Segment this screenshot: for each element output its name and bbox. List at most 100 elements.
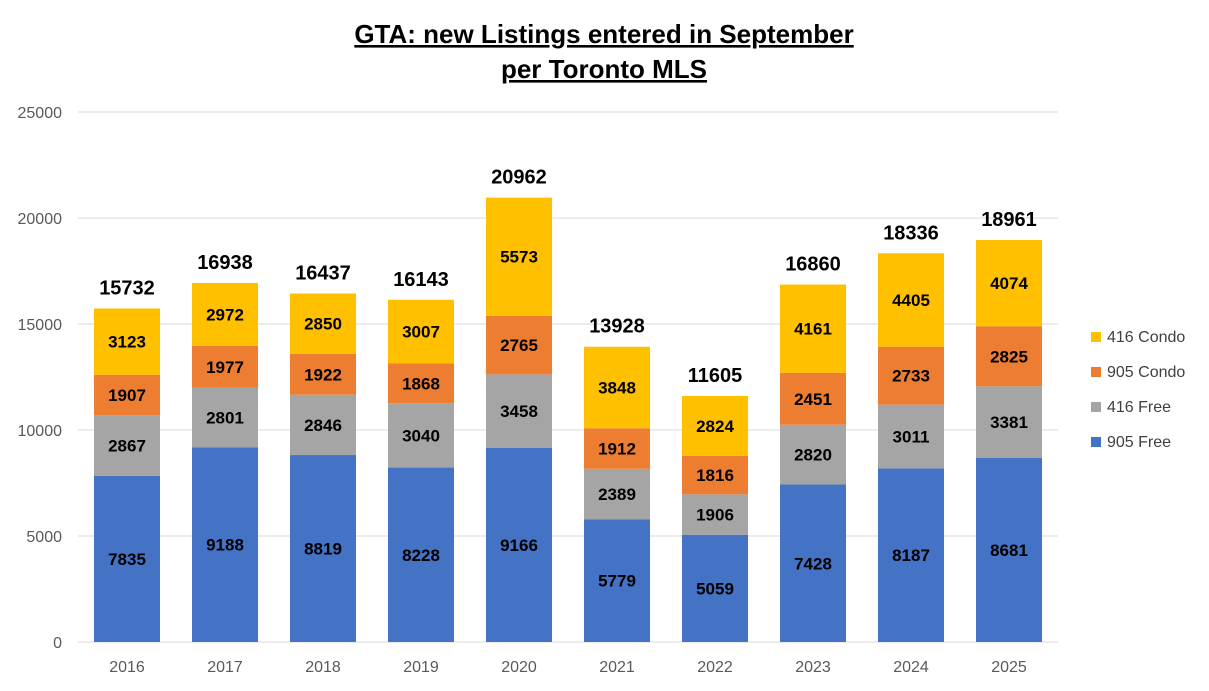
bar-segment <box>290 353 356 395</box>
bar-segment <box>976 457 1042 642</box>
bar-segment <box>976 326 1042 387</box>
data-label: 8681 <box>990 541 1028 560</box>
bar-stack-2025: 8681 3381 2825 4074 18961 <box>976 209 1042 642</box>
data-label: 3381 <box>990 413 1028 432</box>
data-label: 5573 <box>500 248 538 267</box>
y-tick-label: 25000 <box>18 105 63 122</box>
total-label: 16860 <box>785 254 841 276</box>
data-label: 3040 <box>402 426 440 445</box>
data-label: 4074 <box>990 274 1028 293</box>
data-label: 3011 <box>893 428 930 447</box>
data-label: 5779 <box>598 572 636 591</box>
bar-segment <box>682 534 748 642</box>
bar-segment <box>878 346 944 405</box>
total-label: 20962 <box>491 167 547 189</box>
data-label: 2972 <box>206 305 244 324</box>
data-label: 2850 <box>304 315 342 334</box>
data-label: 7835 <box>108 550 146 569</box>
total-label: 18961 <box>981 209 1037 231</box>
bar-segment <box>94 415 160 476</box>
bar-stack-2020: 9166 3458 2765 5573 20962 <box>486 167 552 642</box>
bar-segment <box>388 363 454 404</box>
data-label: 2820 <box>794 446 832 465</box>
bar-segment <box>486 374 552 448</box>
legend-swatch <box>1091 367 1101 377</box>
bar-stack-2021: 5779 2389 1912 3848 13928 <box>584 316 650 642</box>
bar-segment <box>94 374 160 416</box>
bar-stack-2016: 7835 2867 1907 3123 15732 <box>94 277 160 642</box>
bar-segment <box>780 372 846 425</box>
total-label: 11605 <box>688 365 743 387</box>
bar-stack-2019: 8228 3040 1868 3007 16143 <box>388 269 454 642</box>
bar-segment <box>878 404 944 469</box>
data-label: 3123 <box>108 333 146 352</box>
bar-segment <box>94 475 160 642</box>
data-label: 8187 <box>892 546 930 565</box>
y-tick-label: 0 <box>53 635 62 652</box>
bar-segment <box>192 282 258 346</box>
bar-segment <box>584 519 650 642</box>
data-label: 2824 <box>696 417 734 436</box>
bar-segment <box>682 494 748 535</box>
bar-segment <box>780 284 846 373</box>
bar-segment <box>486 197 552 316</box>
data-label: 1907 <box>108 386 146 405</box>
y-tick-label: 20000 <box>18 211 63 228</box>
bar-segment <box>584 428 650 469</box>
data-label: 4161 <box>794 320 832 339</box>
bar-segment <box>388 403 454 468</box>
bar-segment <box>94 308 160 375</box>
bars: 7835 2867 1907 3123 15732 9188 2801 1977 2972 169… <box>94 167 1042 642</box>
y-axis-ticks: 0 5000 10000 15000 20000 25000 <box>18 105 63 652</box>
x-tick-label: 2019 <box>403 659 439 676</box>
data-label: 3848 <box>598 379 636 398</box>
bar-segment <box>780 484 846 642</box>
bar-stack-2024: 8187 3011 2733 4405 18336 <box>878 222 944 642</box>
legend-entry: 416 Condo <box>1107 329 1185 346</box>
bar-stack-2018: 8819 2846 1922 2850 16437 <box>290 263 356 642</box>
legend: 416 Condo 905 Condo 416 Free 905 Free <box>1091 329 1185 451</box>
data-label: 2733 <box>892 367 930 386</box>
data-label: 2451 <box>794 390 832 409</box>
data-label: 2765 <box>500 336 538 355</box>
data-label: 1912 <box>598 440 636 459</box>
x-tick-label: 2023 <box>795 659 831 676</box>
bar-segment <box>290 394 356 456</box>
data-label: 1868 <box>402 374 440 393</box>
bar-segment <box>584 346 650 429</box>
y-tick-label: 10000 <box>18 423 63 440</box>
bar-segment <box>682 455 748 495</box>
total-label: 16437 <box>295 263 351 285</box>
data-label: 1922 <box>304 365 342 384</box>
bar-segment <box>388 467 454 642</box>
x-tick-label: 2018 <box>305 659 341 676</box>
bar-segment <box>290 293 356 354</box>
data-label: 8228 <box>402 546 440 565</box>
x-axis-ticks: 2016 2017 2018 2019 2020 2021 2022 2023 2024 2025 <box>109 659 1027 676</box>
legend-entry: 905 Condo <box>1107 364 1185 381</box>
bar-segment <box>878 253 944 347</box>
chart-title: GTA: new Listings entered in September <box>354 19 853 49</box>
bar-segment <box>780 424 846 485</box>
bar-segment <box>486 447 552 642</box>
bar-segment <box>878 468 944 642</box>
bar-segment <box>486 315 552 375</box>
legend-swatch <box>1091 437 1101 447</box>
bar-segment <box>976 240 1042 327</box>
bar-segment <box>290 455 356 642</box>
data-label: 7428 <box>794 554 832 573</box>
data-label: 8819 <box>304 540 342 559</box>
total-label: 16938 <box>197 252 253 274</box>
data-label: 5059 <box>696 579 734 598</box>
x-tick-label: 2021 <box>599 659 635 676</box>
bar-segment <box>976 386 1042 458</box>
legend-entry: 905 Free <box>1107 434 1171 451</box>
data-label: 1816 <box>696 466 734 485</box>
data-label: 3007 <box>402 323 440 342</box>
data-label: 2801 <box>206 409 244 428</box>
total-label: 15732 <box>99 277 155 299</box>
total-label: 18336 <box>883 222 939 244</box>
x-tick-label: 2024 <box>893 659 929 676</box>
x-tick-label: 2017 <box>207 659 243 676</box>
data-label: 2389 <box>598 485 636 504</box>
